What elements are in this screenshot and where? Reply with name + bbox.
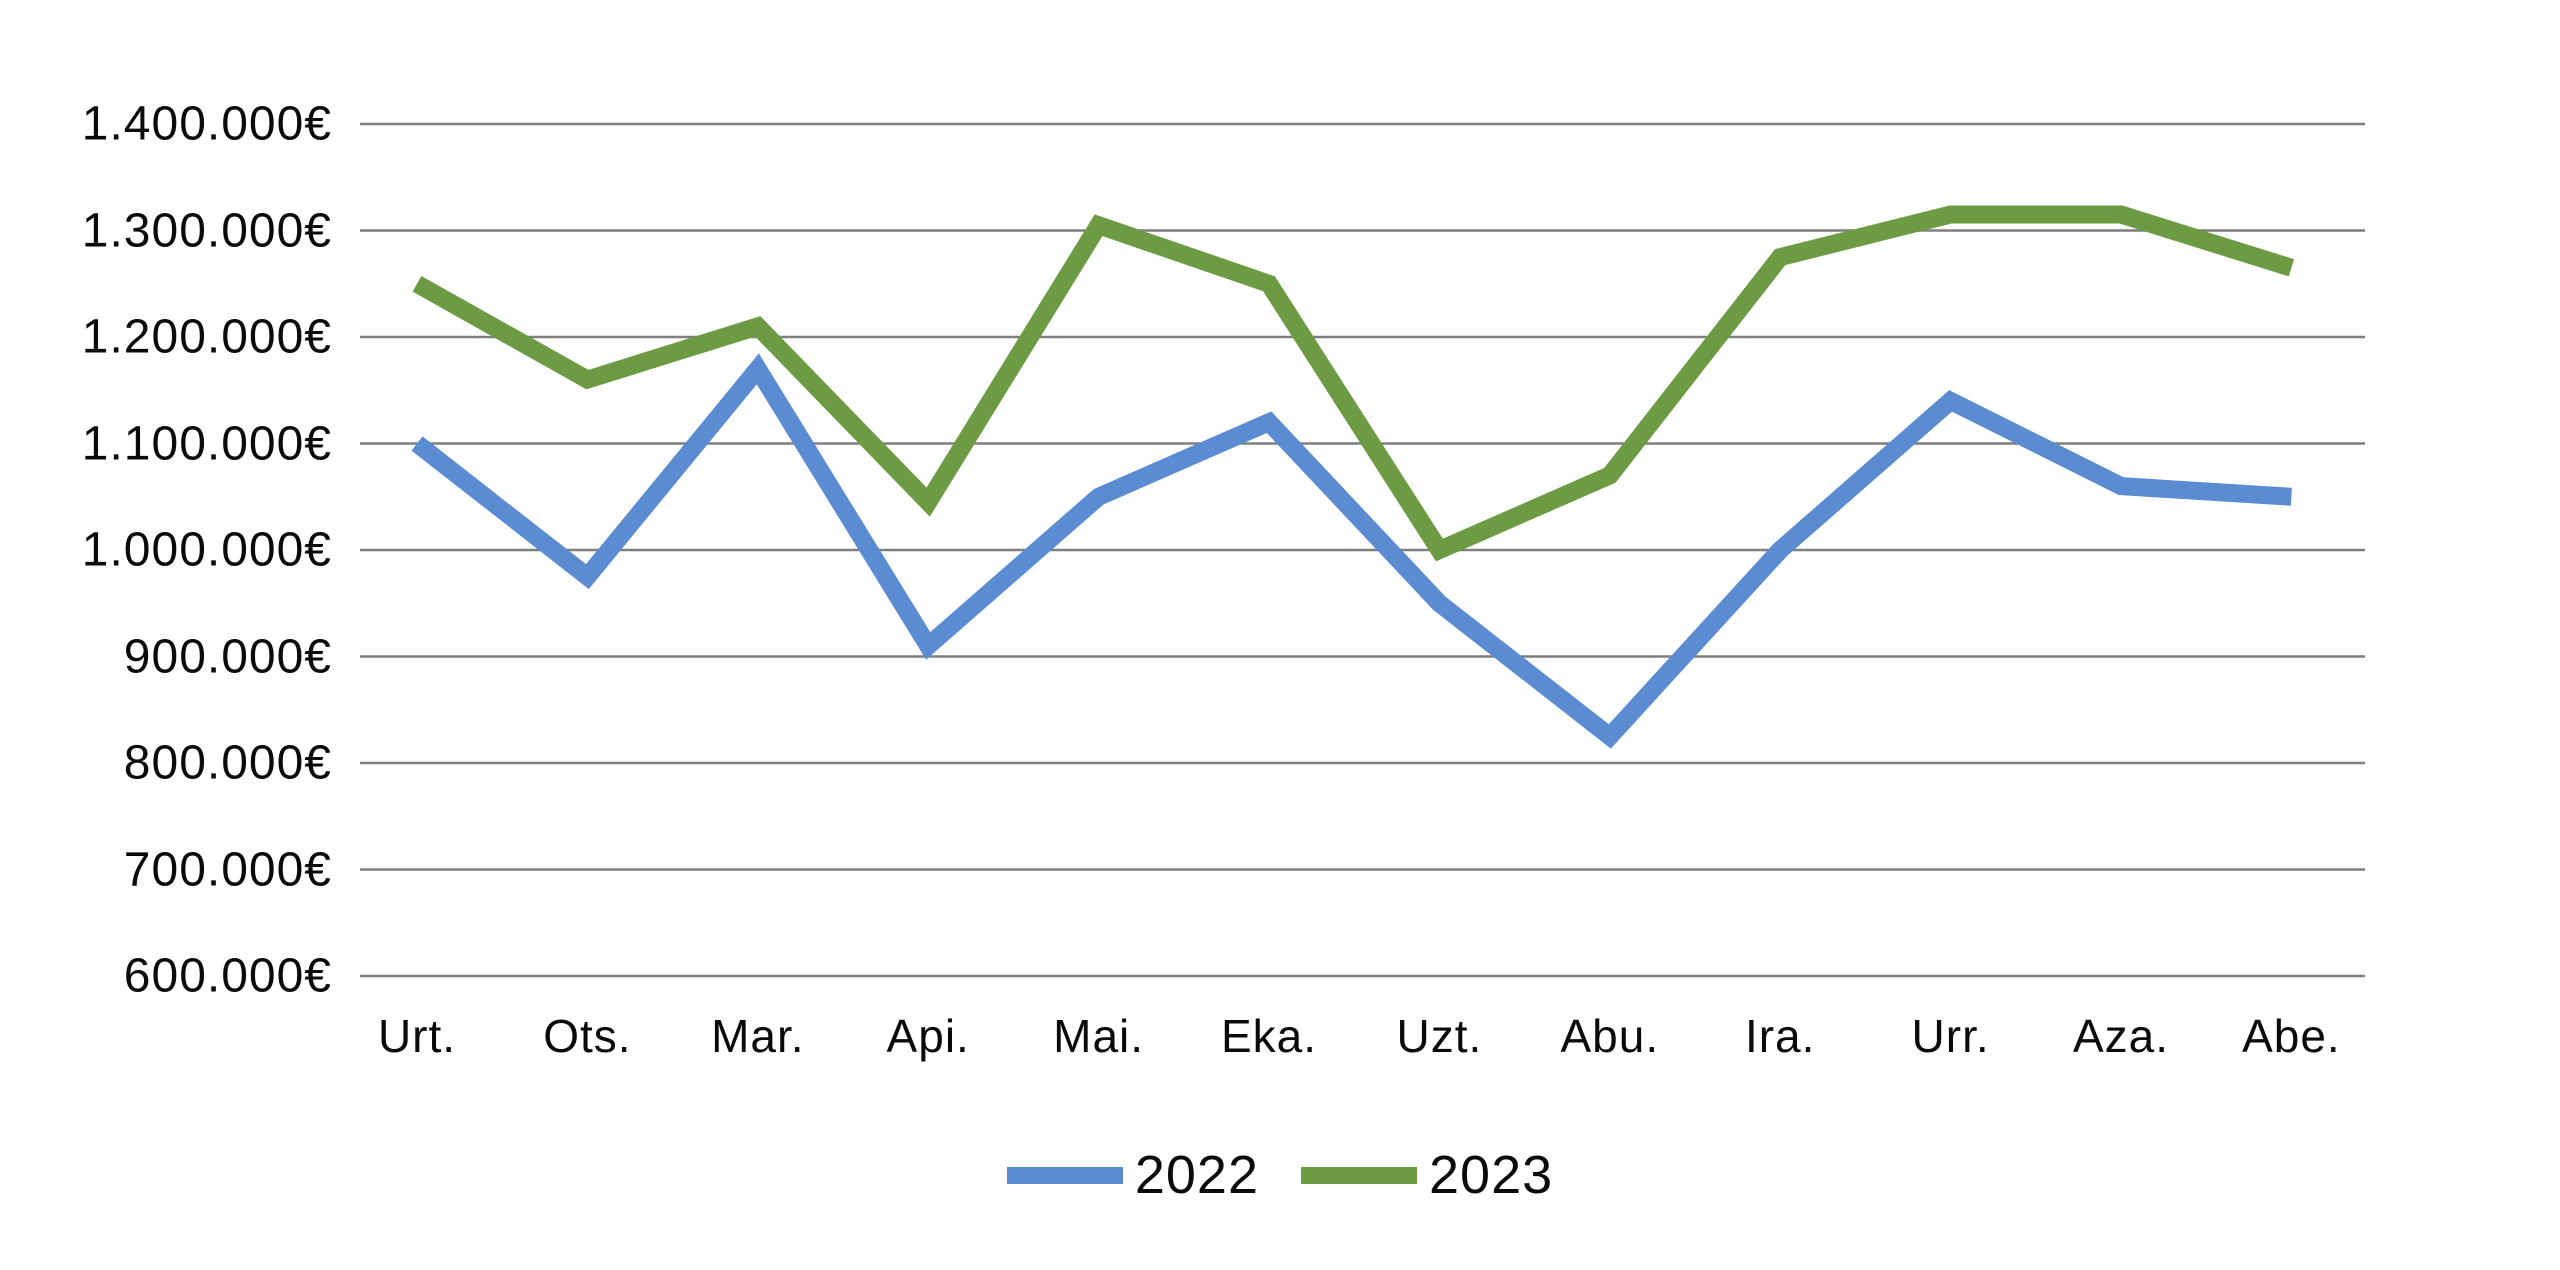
y-tick-label: 900.000€ bbox=[123, 630, 332, 683]
legend-label-2023: 2023 bbox=[1429, 1145, 1554, 1205]
legend-label-2022: 2022 bbox=[1134, 1145, 1259, 1205]
legend-entry-2022: 2022 bbox=[1006, 1144, 1259, 1206]
y-tick-label: 1.300.000€ bbox=[81, 204, 332, 257]
legend-swatch-2023 bbox=[1301, 1166, 1417, 1184]
x-tick-label: Mai. bbox=[1053, 1010, 1145, 1062]
x-tick-label: Urr. bbox=[1911, 1010, 1990, 1062]
chart-legend: 2022 2023 bbox=[0, 1140, 2560, 1210]
x-tick-label: Api. bbox=[886, 1010, 970, 1062]
x-tick-label: Abe. bbox=[2242, 1010, 2341, 1062]
legend-swatch-2022 bbox=[1006, 1166, 1123, 1184]
y-tick-label: 700.000€ bbox=[123, 843, 332, 896]
x-tick-label: Eka. bbox=[1220, 1010, 1318, 1062]
y-tick-label: 1.200.000€ bbox=[81, 310, 332, 364]
x-tick-label: Ots. bbox=[543, 1010, 632, 1062]
y-tick-label: 800.000€ bbox=[123, 736, 332, 790]
legend-entry-2023: 2023 bbox=[1301, 1144, 1553, 1206]
x-tick-label: Urt. bbox=[377, 1010, 457, 1062]
x-tick-label: Uzt. bbox=[1396, 1010, 1483, 1062]
y-tick-label: 1.000.000€ bbox=[81, 523, 332, 577]
x-tick-label: Aza. bbox=[2072, 1010, 2170, 1062]
x-tick-label: Mar. bbox=[711, 1010, 805, 1062]
x-tick-label: Ira. bbox=[1744, 1010, 1816, 1062]
y-tick-label: 1.100.000€ bbox=[81, 417, 332, 470]
series-line-2022 bbox=[411, 353, 2292, 749]
y-tick-label: 600.000€ bbox=[123, 949, 332, 1003]
series-line-2023 bbox=[412, 205, 2295, 562]
y-tick-label: 1.400.000€ bbox=[81, 97, 332, 151]
x-tick-label: Abu. bbox=[1560, 1010, 1660, 1062]
